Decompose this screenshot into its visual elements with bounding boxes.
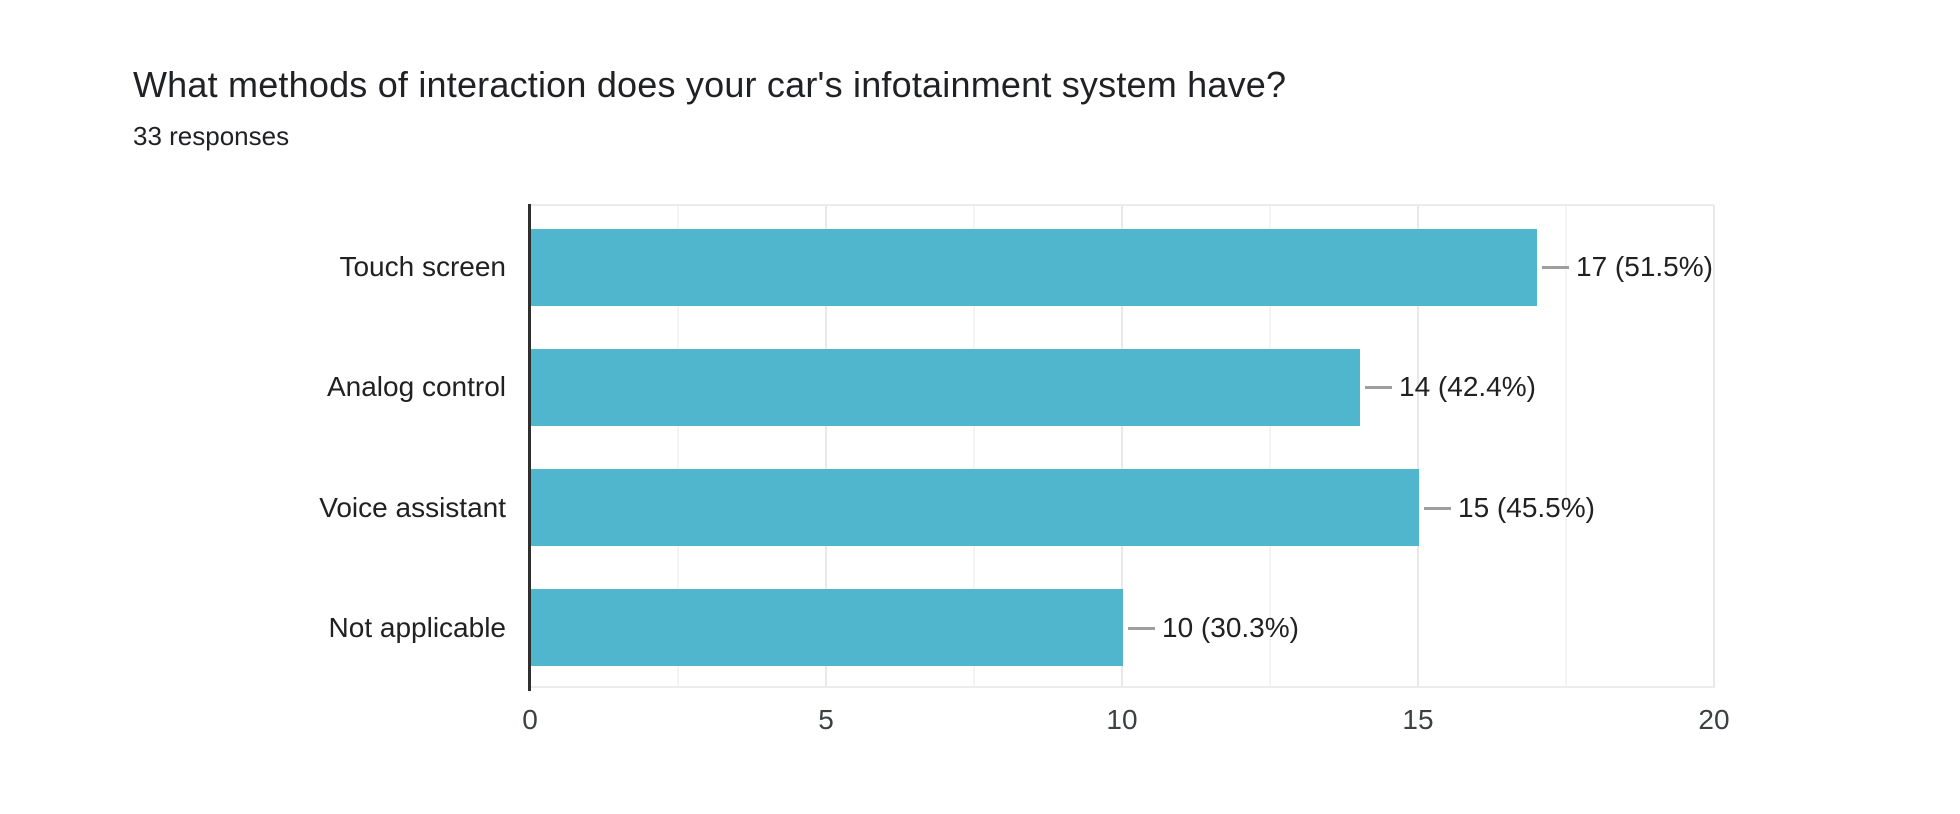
value-connector-line <box>1128 627 1155 630</box>
minor-gridline <box>1565 205 1567 688</box>
value-label: 17 (51.5%) <box>1576 251 1713 282</box>
response-count: 33 responses <box>133 121 290 151</box>
major-gridline <box>825 205 827 688</box>
value-label: 15 (45.5%) <box>1458 492 1595 523</box>
y-axis-line <box>528 204 531 691</box>
category-label: Not applicable <box>328 612 506 643</box>
plot-top-border <box>530 204 1714 206</box>
bar <box>531 229 1537 306</box>
category-label: Voice assistant <box>319 492 506 523</box>
value-connector-line <box>1365 386 1392 389</box>
bar <box>531 469 1419 546</box>
x-axis-tick-label: 10 <box>1106 704 1138 735</box>
x-axis-tick-label: 15 <box>1402 704 1434 735</box>
minor-gridline <box>1269 205 1271 688</box>
minor-gridline <box>677 205 679 688</box>
plot-bottom-border <box>530 686 1714 688</box>
bar <box>531 589 1123 666</box>
major-gridline <box>1713 205 1715 688</box>
x-axis-tick-label: 5 <box>818 704 834 735</box>
category-label: Touch screen <box>339 251 506 282</box>
category-label: Analog control <box>326 371 506 402</box>
value-label: 10 (30.3%) <box>1162 612 1299 643</box>
value-connector-line <box>1424 507 1451 510</box>
bar <box>531 349 1360 426</box>
x-axis-tick-label: 0 <box>522 704 538 735</box>
value-label: 14 (42.4%) <box>1399 371 1536 402</box>
major-gridline <box>1121 205 1123 688</box>
x-axis-tick-label: 20 <box>1698 704 1730 735</box>
value-connector-line <box>1542 266 1569 269</box>
major-gridline <box>1417 205 1419 688</box>
question-title: What methods of interaction does your ca… <box>133 64 1287 105</box>
minor-gridline <box>973 205 975 688</box>
